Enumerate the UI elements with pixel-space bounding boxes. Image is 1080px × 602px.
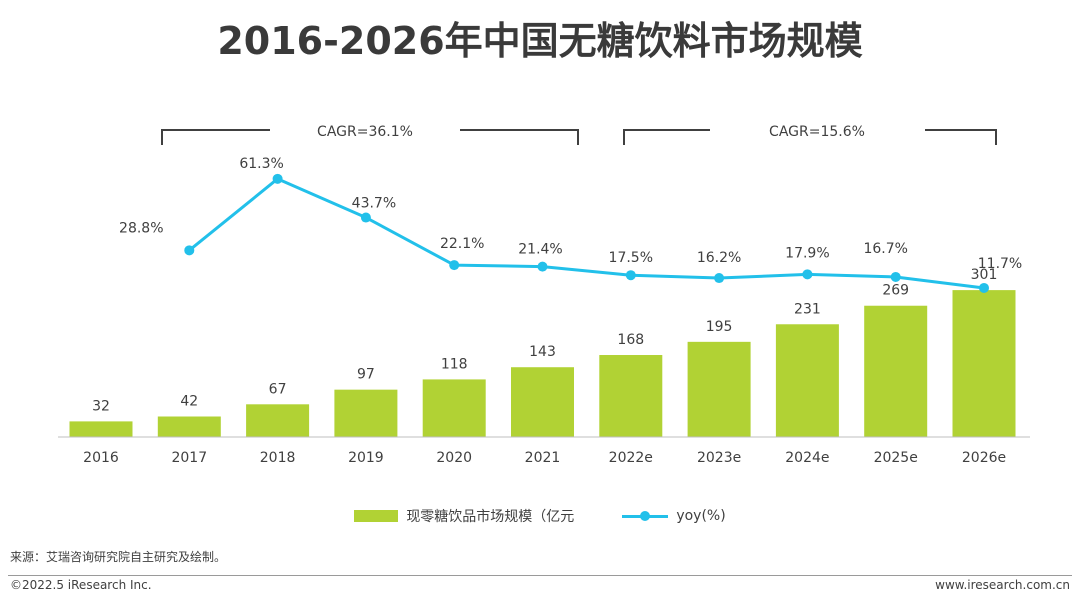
yoy-point-2023e[interactable]: [714, 273, 725, 284]
yoy-point-2022e[interactable]: [625, 270, 636, 281]
footer-copyright: ©2022.5 iResearch Inc.: [10, 578, 152, 592]
yoy-value-label: 16.7%: [863, 241, 907, 257]
bar-2025e[interactable]: [864, 305, 928, 437]
bar-2019[interactable]: [334, 389, 398, 437]
yoy-value-label: 17.9%: [785, 245, 829, 261]
bar-2018[interactable]: [246, 404, 310, 437]
cagr-label: CAGR=36.1%: [317, 124, 413, 140]
bar-value-label: 195: [706, 319, 733, 335]
x-tick-label: 2024e: [785, 450, 829, 466]
bar-2026e[interactable]: [952, 290, 1016, 437]
bar-value-label: 301: [971, 267, 998, 283]
footer-divider: [8, 575, 1072, 576]
bar-value-label: 32: [92, 398, 110, 414]
bar-series: [69, 290, 1016, 437]
x-tick-label: 2025e: [874, 450, 918, 466]
yoy-value-labels: 28.8% 61.3% 43.7% 22.1% 21.4% 17.5% 16.2% 17.9%…: [119, 156, 1022, 272]
yoy-value-label: 43.7%: [352, 196, 396, 212]
bar-2017[interactable]: [157, 416, 221, 437]
legend-bar-label: 现零糖饮品市场规模（亿元: [406, 509, 575, 525]
yoy-value-label: 61.3%: [239, 156, 283, 172]
bar-2016[interactable]: [69, 421, 133, 437]
legend-bar-swatch: [354, 510, 399, 522]
x-tick-label: 2017: [171, 450, 207, 466]
x-tick-label: 2022e: [609, 450, 653, 466]
bar-2023e[interactable]: [687, 341, 751, 437]
source-note: 来源：艾瑞咨询研究院自主研究及绘制。: [10, 550, 227, 564]
yoy-point-2019[interactable]: [360, 212, 371, 223]
bar-2020[interactable]: [422, 379, 486, 437]
bar-value-label: 168: [617, 332, 644, 348]
x-tick-label: 2016: [83, 450, 119, 466]
yoy-point-2024e[interactable]: [802, 269, 813, 280]
yoy-point-2017[interactable]: [184, 245, 195, 256]
cagr-brackets: CAGR=36.1% CAGR=15.6%: [161, 124, 997, 145]
x-tick-label: 2018: [260, 450, 296, 466]
bar-2021[interactable]: [511, 367, 574, 437]
legend-line-label: yoy(%): [676, 508, 726, 524]
x-tick-label: 2023e: [697, 450, 741, 466]
yoy-point-2025e[interactable]: [890, 271, 901, 282]
bar-value-label: 231: [794, 301, 821, 317]
bar-2022e[interactable]: [599, 355, 663, 437]
x-tick-label: 2026e: [962, 450, 1006, 466]
bar-value-label: 269: [882, 283, 909, 299]
cagr-bracket-left: [623, 129, 710, 145]
yoy-value-label: 11.7%: [978, 256, 1022, 272]
bar-2024e[interactable]: [775, 324, 839, 437]
legend-item-yoy[interactable]: yoy(%): [622, 508, 726, 524]
yoy-value-label: 16.2%: [697, 250, 741, 266]
cagr-bracket-right: [925, 129, 997, 145]
legend-line-swatch: [622, 510, 669, 522]
yoy-value-label: 21.4%: [518, 242, 562, 258]
bar-value-label: 67: [269, 381, 287, 397]
chart-area: CAGR=36.1% CAGR=15.6% 2016 2017 2018 2019 202…: [58, 124, 1030, 466]
yoy-point-2020[interactable]: [449, 260, 460, 271]
yoy-value-label: 22.1%: [440, 236, 484, 252]
x-tick-label: 2019: [348, 450, 384, 466]
bar-value-label: 143: [529, 344, 556, 360]
yoy-point-2018[interactable]: [272, 173, 283, 184]
cagr-label: CAGR=15.6%: [769, 124, 865, 140]
bar-value-labels: 32 42 67 97 118 143 168 195 231 269 301: [92, 267, 997, 414]
yoy-line-series: [184, 173, 989, 293]
bar-value-label: 97: [357, 367, 375, 383]
x-tick-label: 2021: [525, 450, 561, 466]
legend: 现零糖饮品市场规模（亿元 yoy(%): [0, 506, 1080, 526]
legend-item-market-size[interactable]: 现零糖饮品市场规模（亿元: [354, 506, 574, 526]
cagr-bracket-right: [460, 129, 579, 145]
bar-value-label: 42: [180, 394, 198, 410]
yoy-line: [188, 177, 985, 290]
bar-value-label: 118: [441, 356, 468, 372]
yoy-point-2021[interactable]: [537, 261, 548, 272]
x-tick-label: 2020: [436, 450, 472, 466]
cagr-bracket-left: [161, 129, 270, 145]
yoy-value-label: 17.5%: [609, 250, 653, 266]
yoy-point-2026e[interactable]: [979, 282, 989, 293]
yoy-value-label: 28.8%: [119, 220, 163, 236]
footer-website[interactable]: www.iresearch.com.cn: [935, 578, 1070, 592]
x-axis-labels: 2016 2017 2018 2019 2020 2021 2022e 2023e 2024e 2…: [83, 450, 1006, 466]
chart-title: 2016-2026年中国无糖饮料市场规模: [217, 19, 863, 63]
